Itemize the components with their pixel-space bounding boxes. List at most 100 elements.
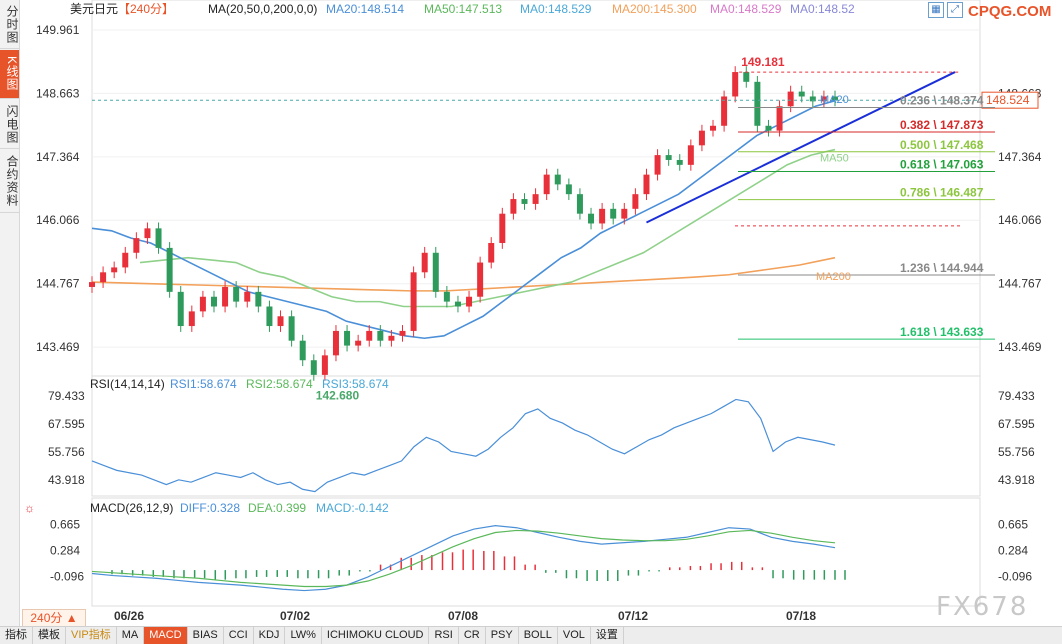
toolbar-item-5[interactable]: BIAS (188, 627, 224, 644)
candle-body-57 (721, 96, 728, 126)
candle-body-32 (443, 291, 450, 302)
toolbar-item-7[interactable]: KDJ (254, 627, 286, 644)
toolbar-item-9[interactable]: ICHIMOKU CLOUD (322, 627, 430, 644)
toolbar-item-13[interactable]: BOLL (519, 627, 558, 644)
x-label-1: 07/02 (280, 609, 310, 623)
y-tick-right-2: 146.066 (998, 213, 1042, 227)
ma200-line (91, 256, 836, 292)
y-tick-left-3: 146.066 (36, 213, 80, 227)
sidebar: 分时图 K线图 闪电图 合约资料 (0, 0, 20, 626)
toolbar-item-8[interactable]: LW% (285, 627, 322, 644)
candle-body-42 (554, 174, 561, 185)
fib-label-6: 1.618 \ 143.633 (900, 325, 984, 339)
candle-body-43 (565, 184, 572, 195)
expand-icon[interactable]: ⤢ (947, 2, 963, 18)
candle-body-0 (89, 282, 95, 287)
grid-icon[interactable]: ▦ (928, 2, 944, 18)
candle-body-44 (576, 194, 583, 214)
fib-label-1: 0.382 \ 147.873 (900, 118, 984, 132)
candle-body-28 (399, 330, 406, 336)
candle-body-45 (588, 213, 595, 224)
candle-body-61 (765, 125, 772, 131)
toolbar-item-11[interactable]: CR (459, 627, 486, 644)
fib-label-3: 0.618 \ 147.063 (900, 158, 984, 172)
rsi1-value: RSI1:58.674 (170, 377, 237, 391)
high-label: 149.181 (741, 55, 785, 69)
candle-body-55 (698, 130, 705, 146)
candlestick-chart[interactable]: 美元日元 【240分】 MA(20,50,0,200,0,0) MA20:148.51… (20, 0, 1062, 626)
ma-label-2: MA200 (816, 271, 851, 283)
legend-7: MA0:148.529 (710, 2, 782, 16)
toolbar-item-14[interactable]: VOL (558, 627, 591, 644)
candle-body-46 (599, 208, 606, 224)
toolbar-item-10[interactable]: RSI (429, 627, 459, 644)
toolbar-item-6[interactable]: CCI (224, 627, 254, 644)
candle-body-60 (754, 81, 761, 126)
toolbar-item-12[interactable]: PSY (486, 627, 519, 644)
candle-body-3 (122, 252, 129, 268)
dea-line (91, 529, 836, 588)
toolbar-item-4[interactable]: MACD (144, 627, 188, 644)
macd-tick-right-1: 0.284 (998, 544, 1028, 558)
candle-body-40 (532, 194, 539, 204)
candle-body-12 (222, 286, 229, 307)
legend-3: MA20:148.514 (326, 2, 404, 16)
period-selector[interactable]: 240分 ▲ (22, 609, 86, 627)
legend-2: MA(20,50,0,200,0,0) (208, 2, 317, 16)
ma-label-0: MA20 (820, 94, 849, 106)
candle-body-49 (632, 194, 639, 209)
candle-body-24 (355, 340, 362, 346)
tab-kline[interactable]: K线图 (0, 50, 19, 99)
candle-body-21 (321, 355, 328, 375)
candle-body-6 (155, 228, 162, 248)
current-price-box (981, 91, 1039, 109)
watermark: FX678 (936, 592, 1029, 622)
legend-1: 【240分】 (118, 2, 174, 16)
candle-body-67 (832, 96, 838, 101)
candle-body-7 (166, 247, 173, 292)
candle-body-30 (421, 252, 428, 273)
y-tick-left-1: 148.663 (36, 86, 80, 100)
rsi-tick-right-0: 79.433 (998, 389, 1035, 403)
candle-body-13 (233, 286, 240, 302)
macd-tick-left-1: 0.284 (50, 544, 80, 558)
y-tick-left-0: 149.961 (36, 23, 80, 37)
toolbar-item-1[interactable]: 模板 (33, 627, 66, 644)
candle-body-64 (798, 91, 805, 97)
legend-0: 美元日元 (70, 2, 118, 16)
toolbar-item-15[interactable]: 设置 (591, 627, 624, 644)
candle-body-10 (199, 296, 206, 312)
candle-body-20 (310, 360, 317, 375)
fib-label-0: 0.236 \ 148.374 (900, 94, 984, 108)
candle-body-18 (288, 316, 295, 341)
candle-body-33 (454, 301, 461, 307)
rsi-tick-right-3: 43.918 (998, 473, 1035, 487)
candle-body-53 (676, 159, 683, 165)
y-tick-right-4: 143.469 (998, 340, 1042, 354)
tab-timeshare[interactable]: 分时图 (0, 0, 19, 49)
candle-body-22 (332, 330, 339, 356)
legend-5: MA0:148.529 (520, 2, 592, 16)
candle-body-56 (710, 125, 717, 131)
candle-body-38 (510, 199, 517, 214)
dea-value: DEA:0.399 (248, 501, 306, 515)
rsi-tick-left-0: 79.433 (48, 389, 85, 403)
ma20-line (91, 99, 836, 340)
candle-body-47 (610, 208, 617, 219)
candle-body-5 (144, 228, 151, 239)
toolbar-item-2[interactable]: VIP指标 (66, 627, 117, 644)
tab-contract-info[interactable]: 合约资料 (0, 150, 19, 213)
diff-value: DIFF:0.328 (180, 501, 240, 515)
legend-8: MA0:148.52 (790, 2, 855, 16)
toolbar-item-0[interactable]: 指标 (0, 627, 33, 644)
tab-flash[interactable]: 闪电图 (0, 100, 19, 149)
settings-icon: ☼ (24, 501, 35, 515)
fib-label-4: 0.786 \ 146.487 (900, 186, 984, 200)
rsi-line (91, 398, 836, 493)
candle-body-14 (244, 291, 251, 302)
y-tick-left-5: 143.469 (36, 340, 80, 354)
candle-body-51 (654, 155, 661, 175)
macd-tick-right-2: -0.096 (998, 570, 1032, 584)
toolbar-item-3[interactable]: MA (117, 627, 145, 644)
ma50-line (139, 148, 836, 308)
